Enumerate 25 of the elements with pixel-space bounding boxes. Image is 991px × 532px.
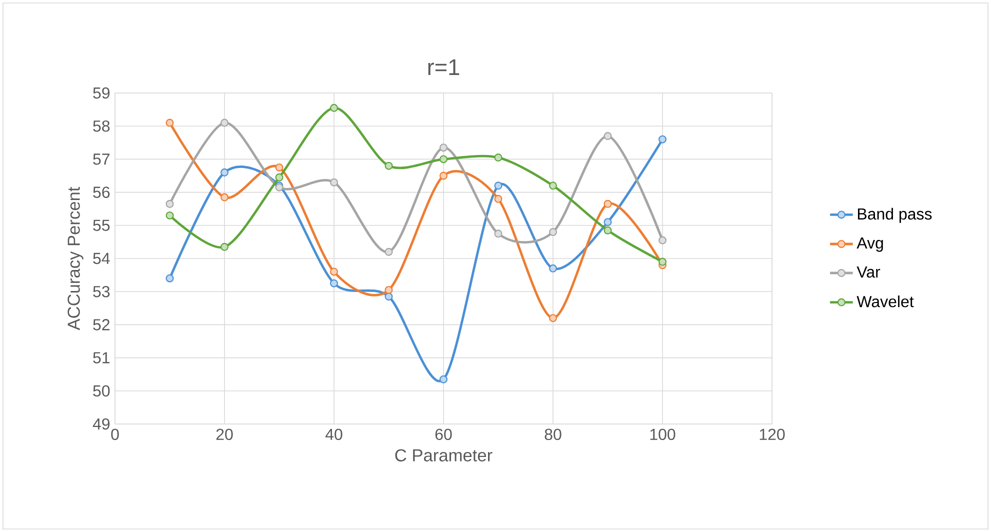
y-tick-label: 50 — [93, 385, 110, 397]
x-axis-title: C Parameter — [395, 449, 492, 462]
legend-label: Band pass — [858, 208, 932, 223]
legend-label: Var — [856, 266, 880, 278]
y-tick-label: 53 — [93, 286, 110, 298]
y-tick-label: 56 — [93, 186, 110, 198]
chart-title: r=1 — [428, 59, 460, 75]
x-tick-label: 80 — [544, 428, 562, 440]
y-tick-label: 49 — [92, 418, 110, 430]
x-tick-label: 0 — [111, 428, 119, 440]
legend-label: Wavelet — [856, 296, 914, 308]
y-tick-label: 57 — [93, 154, 110, 165]
x-tick-label: 40 — [325, 428, 342, 440]
y-tick-label: 52 — [93, 319, 110, 330]
x-tick-label: 100 — [650, 428, 676, 440]
y-tick-label: 54 — [93, 252, 110, 264]
x-tick-label: 60 — [435, 428, 452, 440]
legend-label: Avg — [856, 238, 883, 252]
y-tick-label: 58 — [93, 120, 110, 132]
y-tick-label: 59 — [93, 87, 110, 99]
y-tick-label: 51 — [93, 352, 110, 364]
x-tick-label: 20 — [216, 428, 233, 440]
y-axis-title: ACCuracy Percent — [68, 186, 84, 330]
x-tick-label: 120 — [760, 428, 785, 440]
y-tick-label: 55 — [93, 220, 110, 231]
